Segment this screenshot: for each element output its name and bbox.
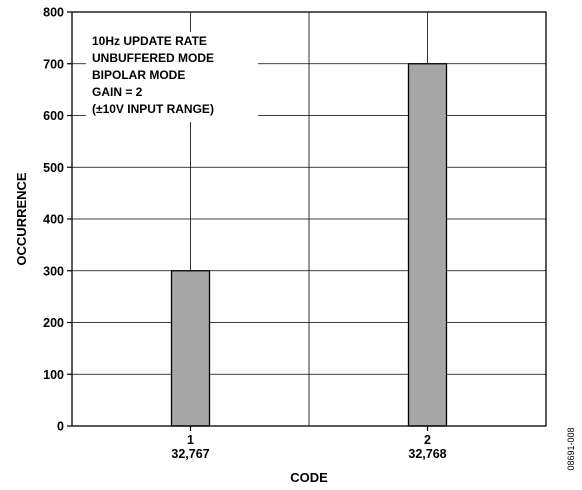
y-tick-label-0: 0 — [57, 420, 64, 434]
annotation-line-3: BIPOLAR MODE — [92, 68, 185, 82]
annotation-line-4: GAIN = 2 — [92, 85, 143, 99]
x-axis-label: CODE — [290, 470, 328, 485]
x-tick-label-1: 2 — [424, 433, 431, 447]
annotation-line-2: UNBUFFERED MODE — [92, 51, 214, 65]
y-tick-label-4: 400 — [43, 213, 64, 227]
annotation-line-1: 10Hz UPDATE RATE — [92, 34, 207, 48]
y-tick-label-8: 800 — [43, 6, 64, 20]
x-tick-sublabel-0: 32,767 — [171, 447, 209, 461]
figure-id: 08691-008 — [566, 427, 576, 470]
annotation-background — [86, 32, 258, 122]
x-tick-label-0: 1 — [187, 433, 194, 447]
annotation-line-5: (±10V INPUT RANGE) — [92, 102, 214, 116]
y-tick-label-3: 300 — [43, 264, 64, 278]
y-tick-label-6: 600 — [43, 109, 64, 123]
y-tick-label-7: 700 — [43, 57, 64, 71]
bars — [170, 63, 448, 427]
bar-2 — [407, 63, 448, 427]
x-tick-sublabel-1: 32,768 — [408, 447, 446, 461]
y-tick-label-5: 500 — [43, 161, 64, 175]
y-axis-label: OCCURRENCE — [14, 172, 29, 266]
annotation-box: 10Hz UPDATE RATE UNBUFFERED MODE BIPOLAR M… — [86, 32, 258, 122]
y-tick-label-2: 200 — [43, 316, 64, 330]
y-tick-label-1: 100 — [43, 368, 64, 382]
x-axis-ticks: 132,767 232,768 — [171, 426, 447, 461]
bar-1 — [170, 270, 211, 427]
y-axis-ticks: 0 100 200 300 400 500 600 700 800 — [43, 6, 72, 434]
